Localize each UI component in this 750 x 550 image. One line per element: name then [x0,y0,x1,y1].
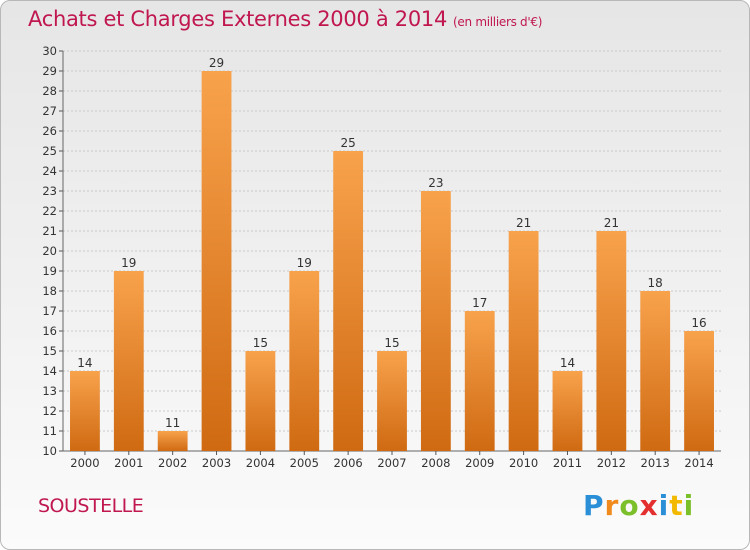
x-tick-label: 2000 [70,456,99,470]
x-tick-label: 2012 [597,456,626,470]
x-tick-label: 2007 [377,456,406,470]
data-label: 29 [209,56,224,70]
x-tick-label: 2013 [641,456,670,470]
bar [684,331,714,451]
logo-letter: x [639,489,659,522]
x-tick-label: 2009 [465,456,494,470]
y-tick-label: 30 [42,44,57,58]
logo-letter: o [619,489,640,522]
bar [245,351,276,451]
y-tick-label: 20 [42,244,57,258]
y-tick-label: 22 [42,204,57,218]
y-tick-label: 13 [42,384,57,398]
bar [420,191,451,451]
data-label: 25 [340,136,355,150]
logo-letter: i [658,489,670,522]
chart-title: Achats et Charges Externes 2000 à 2014 (e… [28,7,542,31]
bar [70,371,100,451]
y-tick-label: 26 [42,124,57,138]
x-tick-label: 2003 [202,456,231,470]
x-tick-label: 2005 [290,456,319,470]
x-tick-label: 2010 [509,456,538,470]
logo-letter: i [683,489,695,522]
x-tick-label: 2006 [333,456,362,470]
y-tick-label: 28 [42,84,57,98]
bar [113,271,144,451]
bar [333,151,364,451]
bar [508,231,539,451]
y-tick-label: 23 [42,184,57,198]
data-label: 21 [516,216,531,230]
x-tick-label: 2001 [114,456,143,470]
data-label: 17 [472,296,487,310]
y-tick-label: 10 [42,444,57,458]
y-tick-label: 27 [42,104,57,118]
y-tick-label: 18 [42,284,57,298]
commune-name: SOUSTELLE [38,495,144,517]
data-label: 18 [648,276,663,290]
chart-title-text: Achats et Charges Externes 2000 à 2014 [28,7,448,31]
data-label: 19 [297,256,312,270]
y-tick-label: 11 [42,424,57,438]
data-label: 11 [165,416,180,430]
bar [377,351,407,451]
data-label: 16 [691,316,706,330]
y-tick-label: 14 [42,364,57,378]
x-tick-label: 2004 [246,456,275,470]
x-tick-label: 2002 [158,456,187,470]
bar [289,271,320,451]
data-label: 23 [428,176,443,190]
logo-letter: r [604,489,620,522]
proxiti-logo: Proxiti [583,489,694,522]
bar [157,431,188,451]
y-tick-label: 17 [42,304,57,318]
data-label: 21 [604,216,619,230]
data-label: 14 [560,356,575,370]
chart-subtitle: (en milliers d'€) [453,15,543,29]
y-tick-label: 12 [42,404,57,418]
y-tick-label: 15 [42,344,57,358]
data-label: 15 [253,336,268,350]
bar [464,311,495,451]
bar [201,71,232,451]
y-tick-label: 25 [42,144,57,158]
y-tick-label: 16 [42,324,57,338]
y-tick-label: 29 [42,64,57,78]
data-label: 14 [77,356,92,370]
y-tick-label: 24 [42,164,57,178]
data-label: 19 [121,256,136,270]
logo-letter: P [583,489,605,522]
y-tick-label: 19 [42,264,57,278]
bar [552,371,583,451]
y-tick-label: 21 [42,224,57,238]
bar [640,291,671,451]
x-tick-label: 2008 [421,456,450,470]
bar [596,231,627,451]
x-tick-label: 2014 [684,456,713,470]
x-tick-label: 2011 [553,456,582,470]
data-label: 15 [384,336,399,350]
logo-letter: t [669,489,684,522]
